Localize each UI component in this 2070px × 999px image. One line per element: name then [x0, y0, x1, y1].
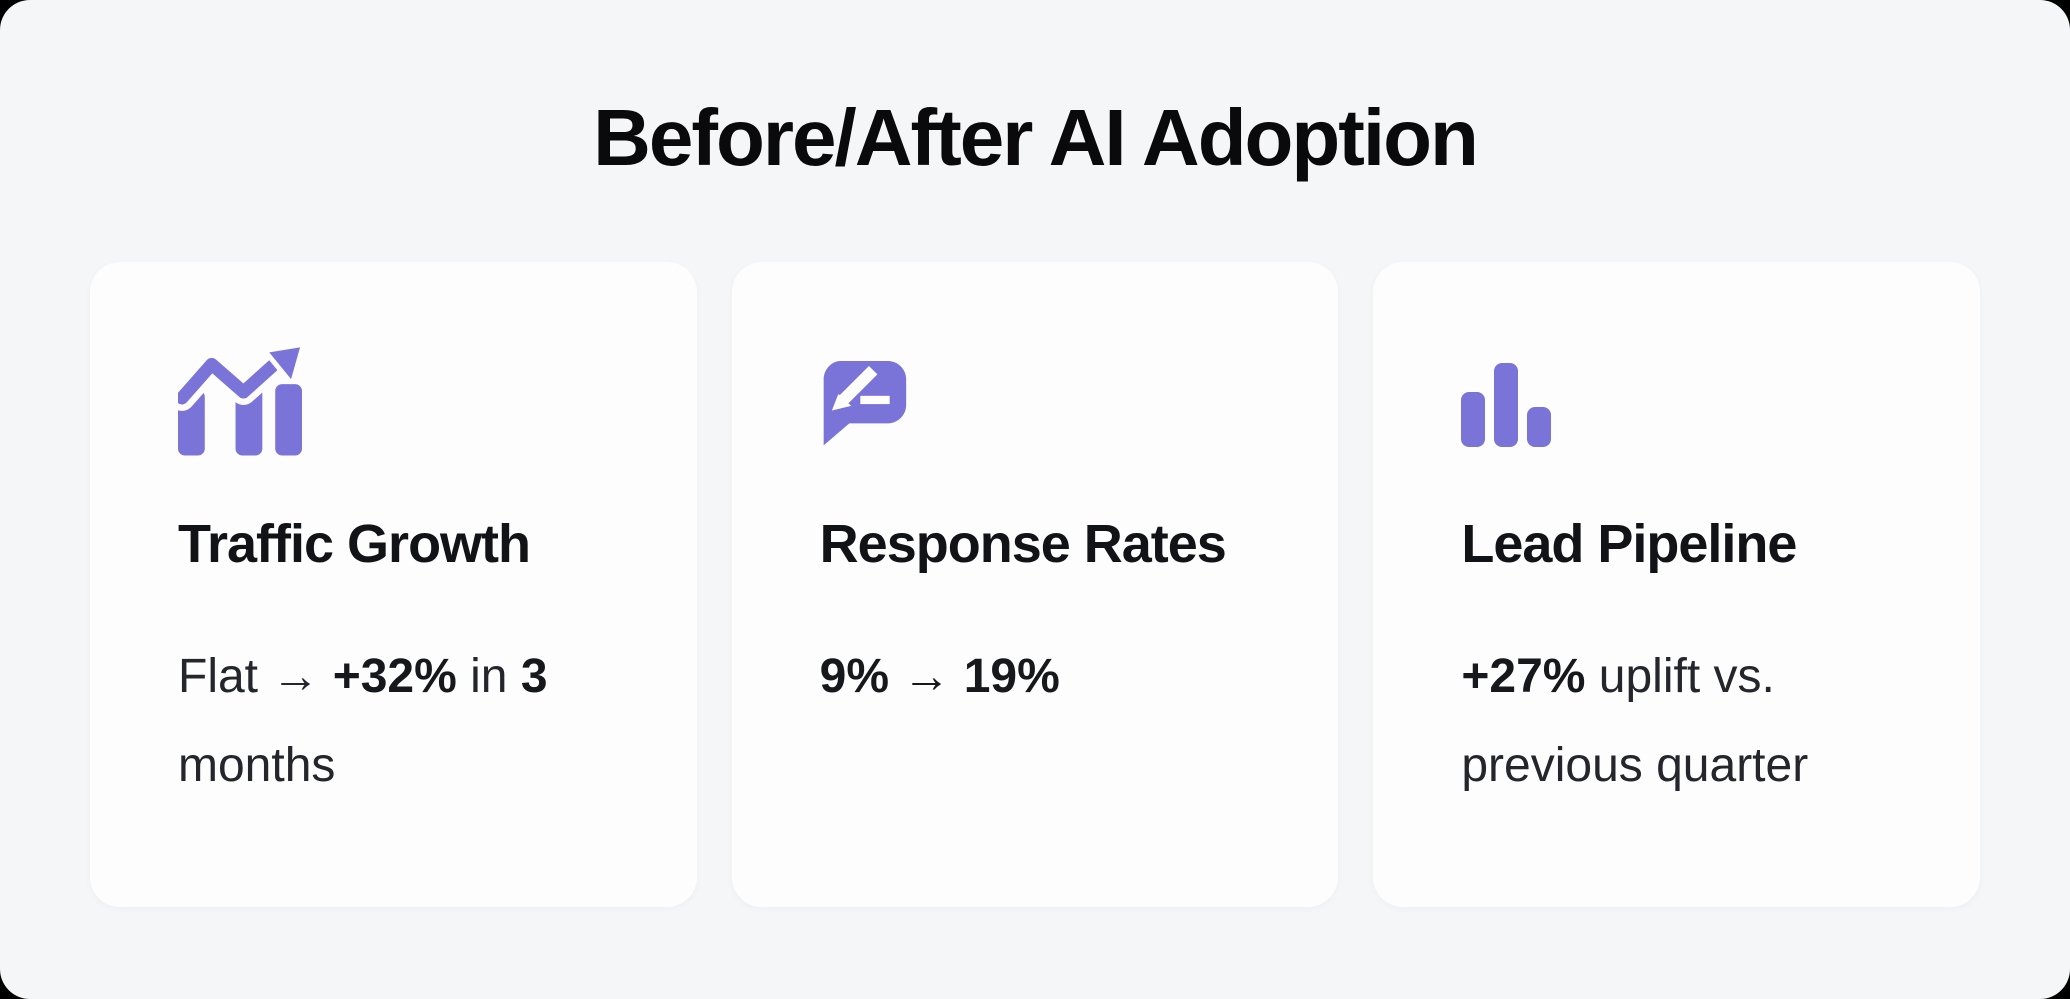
trending-up-bar-chart-icon	[178, 346, 302, 456]
card-description: 9% → 19%	[820, 633, 1253, 722]
card-description: +27% uplift vs. previous quarter	[1461, 633, 1894, 811]
desc-segment-bold: +27%	[1461, 649, 1586, 703]
desc-segment: in	[456, 649, 521, 703]
desc-segment: Flat →	[178, 649, 333, 703]
card-response-rates: Response Rates 9% → 19%	[731, 262, 1339, 907]
desc-segment: months	[178, 738, 336, 792]
card-title: Response Rates	[819, 514, 1227, 574]
card-traffic-growth: Traffic Growth Flat → +32% in 3 months	[90, 262, 697, 907]
trending-up-bar-chart-icon	[178, 346, 611, 460]
chat-edit-icon	[823, 361, 906, 446]
desc-segment: uplift vs. previous quarter	[1461, 649, 1809, 792]
bar-chart-icon	[1461, 346, 1894, 460]
card-lead-pipeline: Lead Pipeline +27% uplift vs. previous q…	[1373, 262, 1981, 907]
card-description: Flat → +32% in 3 months	[178, 633, 611, 811]
desc-segment-bold: 9% → 19%	[819, 649, 1060, 703]
desc-segment-bold: 3	[520, 649, 548, 703]
chat-edit-icon	[820, 346, 1253, 460]
page-title: Before/After AI Adoption	[593, 93, 1479, 182]
bar-chart-icon	[1461, 363, 1552, 447]
cards-row: Traffic Growth Flat → +32% in 3 months R…	[90, 262, 1981, 907]
desc-segment-bold: +32%	[332, 649, 457, 703]
card-title: Traffic Growth	[178, 514, 531, 574]
card-title: Lead Pipeline	[1461, 514, 1797, 574]
